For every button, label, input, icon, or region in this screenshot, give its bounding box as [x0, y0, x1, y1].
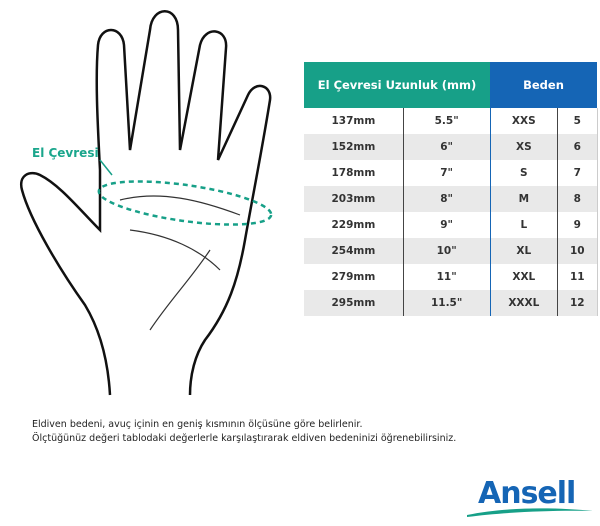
table-cell: S	[489, 160, 559, 186]
table-row: 254mm 10" XL 10	[304, 238, 598, 264]
table-row: 178mm 7" S 7	[304, 160, 598, 186]
table-cell: XS	[489, 134, 559, 160]
table-cell: 152mm	[304, 134, 404, 160]
instruction-note: Eldiven bedeni, avuç içinin en geniş kıs…	[32, 418, 456, 446]
table-cell: 12	[557, 290, 598, 316]
table-cell: 11.5"	[403, 290, 490, 316]
table-row: 152mm 6" XS 6	[304, 134, 598, 160]
table-cell: 5	[557, 108, 598, 134]
size-table: El Çevresi Uzunluk (mm) Beden 137mm 5.5" XX…	[304, 62, 598, 316]
note-line: Ölçtüğünüz değeri tablodaki değerlerle k…	[32, 433, 457, 444]
hand-illustration	[19, 10, 273, 396]
table-cell: 6"	[403, 134, 490, 160]
table-cell: XXL	[489, 264, 559, 290]
table-cell: 11	[557, 264, 598, 290]
table-cell: 295mm	[304, 290, 404, 316]
table-cell: L	[489, 212, 559, 238]
table-cell: XL	[489, 238, 559, 264]
hand-circumference-label: El Çevresi	[32, 146, 99, 160]
table-cell: 7"	[440, 167, 454, 179]
table-row: 137mm 5.5" XXS 5	[304, 108, 598, 134]
table-row: 279mm 11" XXL 11	[304, 264, 598, 290]
table-cell: 10"	[403, 238, 490, 264]
table-cell: 8	[557, 186, 598, 212]
table-row: 295mm 11.5" XXXL 12	[304, 290, 598, 316]
table-cell: XXS	[489, 108, 559, 134]
note-line: Eldiven bedeni, avuç içinin en geniş kıs…	[32, 419, 363, 430]
table-cell: 254mm	[304, 238, 404, 264]
table-cell: 8"	[403, 186, 490, 212]
table-cell: 7	[557, 160, 598, 186]
table-cell: 9	[557, 212, 598, 238]
table-cell: 11"	[436, 271, 457, 283]
table-cell: 178mm	[304, 160, 404, 186]
table-cell: 10	[557, 238, 598, 264]
table-cell: XXXL	[489, 290, 559, 316]
table-cell: 229mm	[304, 212, 404, 238]
table-row: 203mm 8" M 8	[304, 186, 598, 212]
table-cell: 137mm	[304, 108, 404, 134]
table-cell: 5.5"	[434, 115, 459, 127]
table-cell: M	[489, 186, 559, 212]
header-circumference: El Çevresi Uzunluk (mm)	[304, 62, 490, 108]
table-row: 229mm 9" L 9	[304, 212, 598, 238]
header-size: Beden	[490, 62, 597, 108]
ansell-logo: Ansell	[478, 476, 576, 511]
table-cell: 279mm	[304, 264, 404, 290]
table-cell: 203mm	[304, 186, 404, 212]
logo-swoosh	[467, 508, 593, 517]
table-cell: 6	[557, 134, 598, 160]
table-cell: 9"	[440, 219, 454, 231]
